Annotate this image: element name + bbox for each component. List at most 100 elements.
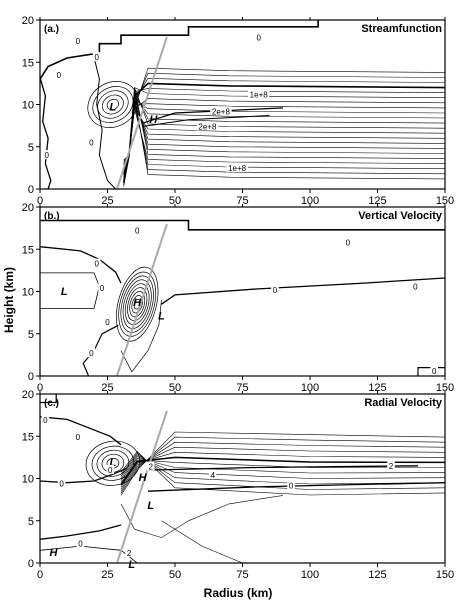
zero-contour <box>40 219 445 231</box>
rmw-line <box>115 223 168 376</box>
contour-label: 0 <box>94 53 99 62</box>
x-tick-label: 25 <box>101 569 113 581</box>
x-tick-label: 0 <box>37 195 43 207</box>
x-tick-label: 125 <box>368 569 386 581</box>
contour-label: 4 <box>211 471 216 480</box>
contour-line <box>161 520 243 563</box>
contour-field <box>40 394 445 563</box>
contour-line <box>120 495 284 538</box>
contour-line <box>120 436 445 494</box>
x-tick-label: 150 <box>436 195 454 207</box>
contour-line <box>120 441 445 492</box>
contour-line <box>142 115 270 127</box>
contour-label: 0 <box>78 540 83 549</box>
contour-label: 0 <box>76 433 81 442</box>
contour-label-bg <box>74 432 82 442</box>
panels-layer: 0 25 50 75 100 125 15005101520Streamfunction(a… <box>22 15 454 581</box>
y-tick-label: 15 <box>22 57 34 69</box>
contour-label: 0 <box>59 480 64 489</box>
rmw-line <box>115 410 168 563</box>
contour-label: 2e+8 <box>212 107 231 116</box>
contour-label: 0 <box>76 37 81 46</box>
contour-label: 0 <box>100 284 105 293</box>
contour-label-bg <box>87 348 96 358</box>
contour-label: 0 <box>432 367 437 376</box>
panel-title: Streamfunction <box>361 23 442 35</box>
contour-label: 0 <box>346 238 351 247</box>
contour-line <box>40 272 100 309</box>
y-tick-label: 10 <box>22 100 34 112</box>
extremum-label: L <box>147 500 154 512</box>
contour-line <box>96 449 130 477</box>
zero-contour <box>40 20 319 80</box>
contour-label-bg <box>42 150 51 160</box>
contour-label: 0 <box>413 282 418 291</box>
y-tick-label: 20 <box>22 202 34 214</box>
contour-line <box>116 266 159 342</box>
contour-label-bg <box>226 162 248 172</box>
contour-label-bg <box>254 32 263 42</box>
x-tick-label: 25 <box>101 195 113 207</box>
streamline <box>123 95 445 180</box>
extremum-label: L <box>128 559 135 571</box>
y-tick-label: 5 <box>28 329 34 341</box>
contour-label-bg <box>411 281 420 291</box>
x-tick-label: 150 <box>436 569 454 581</box>
extremum-label: L <box>61 286 68 298</box>
x-tick-label: 100 <box>301 382 319 394</box>
y-tick-label: 15 <box>22 244 34 256</box>
contour-line <box>102 94 124 115</box>
contour-label: 0 <box>289 481 294 490</box>
x-tick-label: 75 <box>236 382 248 394</box>
contour-line <box>120 431 445 496</box>
contour-line <box>120 299 162 373</box>
contour-label-bg <box>271 284 279 294</box>
contour-line <box>120 459 445 483</box>
contour-line <box>120 446 445 490</box>
contour-label: 0 <box>89 139 94 148</box>
y-tick-label: 15 <box>22 431 34 443</box>
y-tick-label: 20 <box>22 389 34 401</box>
zero-contour <box>147 482 445 492</box>
x-tick-label: 100 <box>301 569 319 581</box>
contour-line <box>129 291 146 318</box>
extremum-label: H <box>149 114 158 126</box>
panel-tag: (b.) <box>44 211 60 222</box>
x-tick-label: 0 <box>37 569 43 581</box>
y-tick-label: 20 <box>22 15 34 27</box>
contour-label: 2 <box>148 463 153 472</box>
contour-line <box>120 451 445 496</box>
x-axis-title: Radius (km) <box>204 586 273 600</box>
extremum-label: L <box>158 310 165 322</box>
y-axis-title: Height (km) <box>2 267 16 333</box>
zero-contour <box>40 394 57 404</box>
panel-tag: (c.) <box>44 398 59 409</box>
contour-field <box>40 20 445 189</box>
contour-label-bg <box>133 225 141 235</box>
contour-label: 0 <box>135 227 140 236</box>
contour-label: 0 <box>108 466 113 475</box>
contour-label: 0 <box>43 416 48 425</box>
zero-contour <box>40 416 122 446</box>
contour-line <box>124 283 150 326</box>
panel-tag: (a.) <box>44 24 59 35</box>
zero-contour <box>40 246 122 284</box>
contour-line <box>106 98 120 111</box>
streamline <box>123 99 445 177</box>
contour-line <box>120 451 445 488</box>
contour-line <box>147 465 419 471</box>
contour-label: 1e+8 <box>250 90 269 99</box>
contour-label: 1e+8 <box>228 164 247 173</box>
contour-label-bg <box>210 106 232 116</box>
contour-label-bg <box>41 415 50 425</box>
x-tick-label: 100 <box>301 195 319 207</box>
zero-contour <box>40 77 52 189</box>
contour-line <box>120 454 445 485</box>
y-tick-label: 0 <box>28 558 34 570</box>
rmw-line <box>115 36 168 189</box>
contour-line <box>97 90 129 119</box>
contour-label-bg <box>98 283 106 293</box>
contour-label-bg <box>87 137 96 147</box>
zero-contour <box>40 524 122 540</box>
